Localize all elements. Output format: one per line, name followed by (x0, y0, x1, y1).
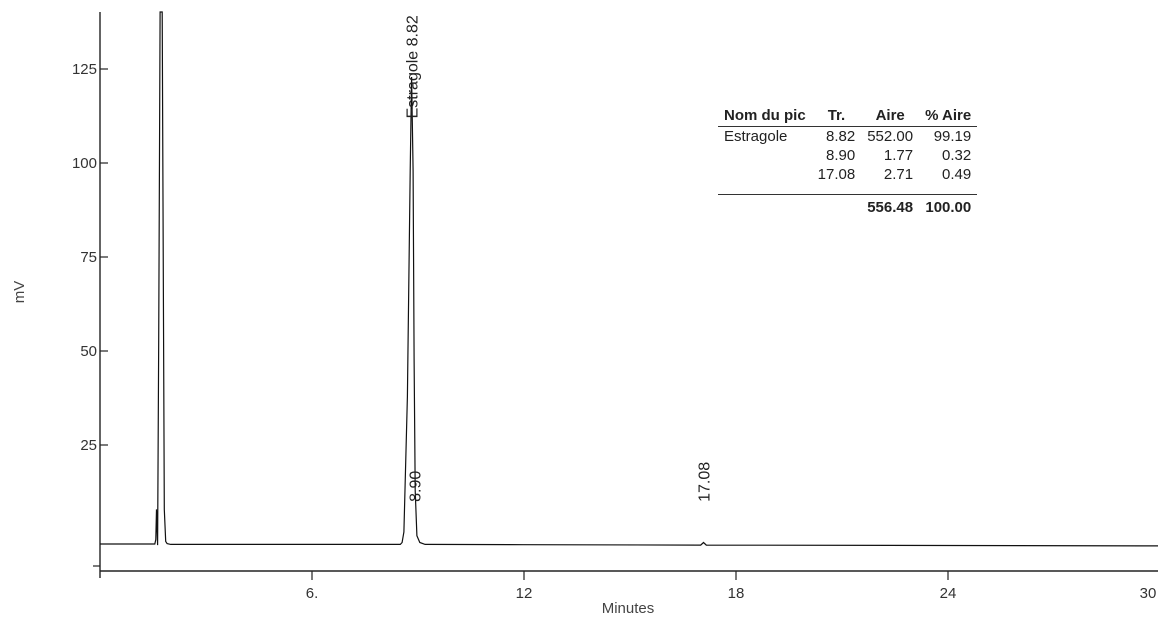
cell-name: Estragole (724, 128, 788, 145)
chromatogram-trace (100, 11, 1158, 547)
peak-table-header-row: Nom du pic Tr. Aire % Aire (718, 106, 978, 127)
y-tick-label: 25 (80, 437, 97, 454)
table-row: 8.90 1.77 0.32 (718, 146, 977, 165)
y-tick-label: 75 (80, 249, 97, 266)
cell-tr: 8.82 (826, 128, 856, 145)
table-row: 17.08 2.71 0.49 (718, 165, 977, 184)
cell-aire: 552.00 (867, 128, 914, 145)
x-tick-label: 18 (728, 585, 745, 602)
cell-total-name (718, 195, 812, 218)
table-total-row: 556.48 100.00 (718, 195, 977, 218)
y-tick-label: 125 (72, 61, 97, 78)
cell-total-tr (812, 195, 862, 218)
table-divider (718, 184, 978, 195)
y-tick-label: 50 (80, 343, 97, 360)
header-pct-aire: % Aire (919, 106, 978, 127)
cell-name (718, 146, 812, 165)
axes (99, 12, 1158, 578)
cell-pct: 99.19 (933, 128, 972, 145)
cell-aire: 2.71 (883, 166, 914, 183)
peak-label: 17.08 (697, 462, 714, 502)
y-axis-ticks: 25 50 75 100 125 (72, 61, 108, 567)
cell-total-pct: 100.00 (925, 199, 972, 216)
x-axis-label: Minutes (602, 600, 655, 617)
cell-total-aire: 556.48 (867, 199, 914, 216)
header-aire: Aire (861, 106, 920, 127)
table-row: Estragole 8.82 552.00 99.19 (718, 127, 977, 147)
x-tick-label: 30 (1140, 585, 1157, 602)
x-axis-ticks: 6. 12 18 24 30 (306, 571, 1157, 602)
y-tick-label: 100 (72, 155, 97, 172)
cell-pct: 0.49 (942, 166, 972, 183)
cell-name (718, 165, 812, 184)
peak-label: Estragole 8.82 (405, 15, 422, 118)
peak-table: Nom du pic Tr. Aire % Aire Estragole 8.8… (718, 106, 978, 218)
y-axis-label: mV (11, 281, 28, 304)
cell-tr: 17.08 (817, 166, 856, 183)
cell-aire: 1.77 (883, 147, 914, 164)
header-tr: Tr. (811, 106, 862, 127)
cell-tr: 8.90 (826, 147, 856, 164)
x-tick-label: 24 (940, 585, 957, 602)
x-tick-label: 6. (306, 585, 319, 602)
peak-label: 8.90 (408, 471, 425, 502)
header-nom-du-pic: Nom du pic (718, 106, 812, 127)
cell-pct: 0.32 (942, 147, 972, 164)
x-tick-label: 12 (516, 585, 533, 602)
peak-labels: Estragole 8.82 8.90 17.08 (405, 15, 714, 502)
